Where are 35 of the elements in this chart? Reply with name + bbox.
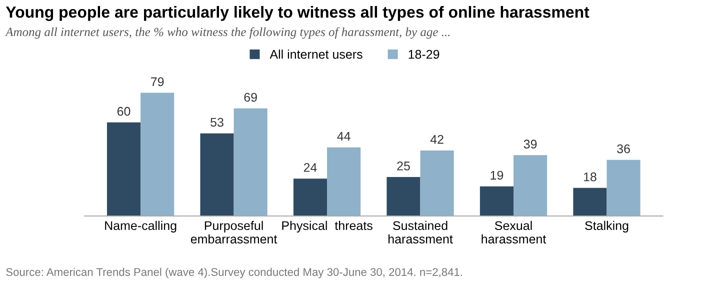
bar [234,108,268,216]
bar [480,186,514,216]
data-label: 60 [117,106,130,116]
x-tick-label: Sexual harassment [482,220,546,244]
legend-label: 18-29 [408,50,440,59]
x-tick-label: Physical threats [282,220,372,233]
x-tick-label: Sustained harassment [388,220,453,244]
data-label: 25 [397,162,410,170]
source-note: Source: American Trends Panel (wave 4).Survey conducted May 30-June 30, 2014. n=2,841. [6,268,462,278]
data-label: 18 [584,172,596,182]
bar [140,92,174,216]
bar [327,147,361,216]
data-label: 42 [430,135,444,144]
data-label: 24 [304,163,317,172]
bar [606,160,640,216]
chart-subtitle: Among all internet users, the % who witness the following types of harassment, by age ... [4,27,450,39]
data-label: 79 [151,77,164,86]
bar [386,177,420,216]
bar [106,122,141,216]
bar [293,178,328,216]
bar [420,150,454,216]
data-label: 69 [244,92,257,102]
bar [200,133,234,216]
x-tick-label: Stalking [585,220,628,233]
data-label: 53 [210,118,224,127]
x-tick-label: Name-calling [105,220,176,233]
data-label: 36 [617,144,630,154]
legend-label: All internet users [270,50,362,59]
chart-title: Young people are particularly likely to witness all types of online harassment [6,6,590,21]
bar [514,155,548,216]
data-label: 39 [524,140,537,149]
data-label: 44 [337,132,350,141]
x-tick-label: Purposeful embarrassment [190,220,278,244]
bar [573,188,607,216]
data-label: 19 [490,170,504,180]
